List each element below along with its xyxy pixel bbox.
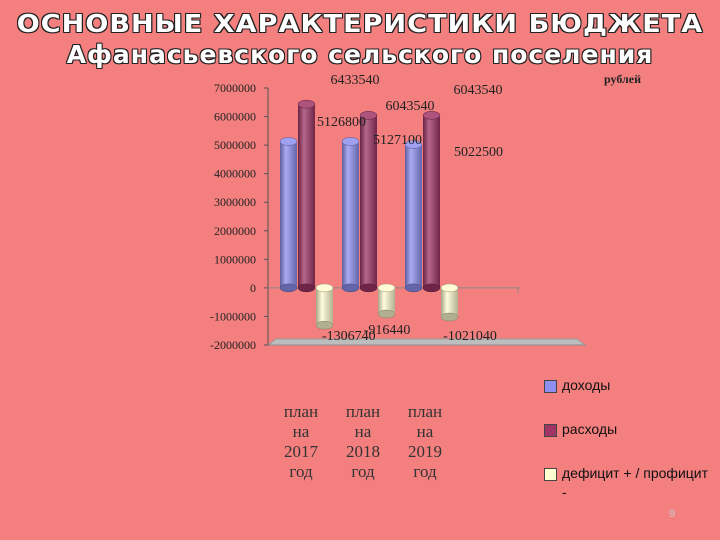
data-label: 6433540 <box>331 73 380 88</box>
data-label: -1306740 <box>322 329 376 344</box>
bar-top <box>315 283 334 293</box>
data-label: 6043540 <box>386 99 435 114</box>
bar-body <box>360 115 377 288</box>
y-tick-label: -1000000 <box>210 309 256 323</box>
bar-body <box>423 115 440 288</box>
bar-base <box>279 283 298 293</box>
data-label: -1021040 <box>443 329 497 344</box>
data-label: 5127100 <box>373 133 422 148</box>
data-label: -916440 <box>364 323 411 338</box>
y-tick-label: 2000000 <box>214 224 256 238</box>
bar-base <box>404 283 423 293</box>
legend-swatch <box>544 424 557 437</box>
bar-top <box>341 137 360 146</box>
bar-body <box>342 141 359 288</box>
bar-base <box>377 309 396 319</box>
bar-base <box>422 283 441 293</box>
bar-top <box>422 111 441 120</box>
bar-body <box>316 287 333 326</box>
bar-base <box>315 320 334 330</box>
x-category-label: план на 2017 год <box>283 402 319 481</box>
y-tick-label: 4000000 <box>214 167 256 181</box>
y-tick-label: 3000000 <box>214 195 256 209</box>
y-tick-label: 5000000 <box>214 138 256 152</box>
legend-label: расходы <box>562 421 618 437</box>
bar-top <box>359 111 378 120</box>
y-tick-label: 0 <box>250 281 256 295</box>
unit-label: рублей <box>604 72 642 86</box>
bar-top <box>279 137 298 146</box>
bar-base <box>359 283 378 293</box>
bar-body <box>441 287 458 318</box>
x-category-label: план на 2019 год <box>407 402 443 481</box>
bar-base <box>341 283 360 293</box>
page-number: 9 <box>669 508 676 520</box>
data-label: 5126800 <box>317 115 366 130</box>
legend-swatch <box>544 468 557 481</box>
bar-top <box>440 283 459 293</box>
bar-body <box>405 144 422 288</box>
bar-body <box>298 104 315 288</box>
legend-label: дефицит + / профицит - <box>562 465 709 500</box>
y-tick-label: 7000000 <box>214 81 256 95</box>
legend-label: доходы <box>562 377 611 393</box>
chart-floor <box>266 338 587 346</box>
slide-subtitle: Афанасьевского сельского поселения <box>66 40 654 69</box>
legend-swatch <box>544 380 557 393</box>
x-category-label: план на 2018 год <box>345 402 381 481</box>
bar-top <box>377 283 396 293</box>
bar-base <box>297 283 316 293</box>
bar-body <box>280 141 297 288</box>
y-tick-label: 1000000 <box>214 252 256 266</box>
bar-top <box>404 140 423 149</box>
y-tick-label: -2000000 <box>210 338 256 352</box>
bar-top <box>297 99 316 109</box>
data-label: 6043540 <box>454 83 503 98</box>
bar-base <box>440 312 459 322</box>
data-label: 5022500 <box>454 145 503 160</box>
slide-title: ОСНОВНЫЕ ХАРАКТЕРИСТИКИ БЮДЖЕТА <box>16 9 704 38</box>
y-tick-label: 6000000 <box>214 110 256 124</box>
bar-body <box>378 287 395 315</box>
